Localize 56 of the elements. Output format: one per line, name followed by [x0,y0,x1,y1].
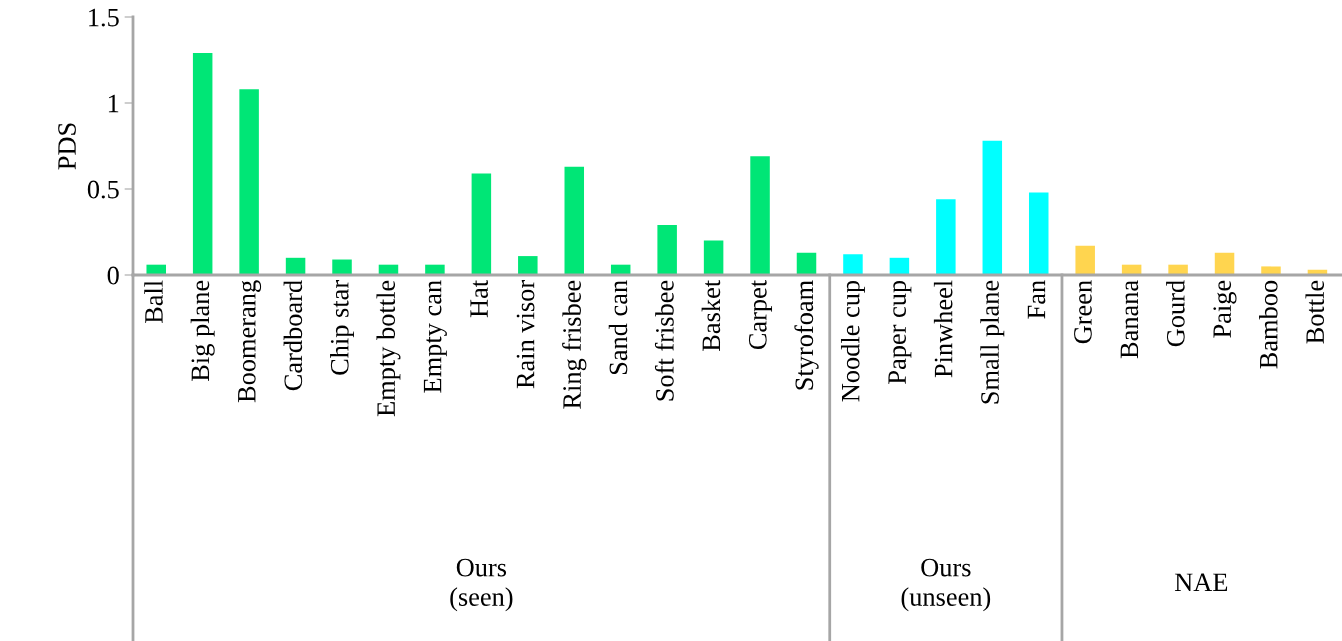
bar [657,225,677,275]
x-tick-label: Cardboard [283,280,303,391]
x-tick-label: Ring frisbee [562,280,587,409]
x-tick-label: Fan [1027,280,1046,319]
x-tick-label: Boomerang [238,280,262,403]
x-tick-label: Rain visor [516,280,535,389]
text: Ours (unseen) [901,558,991,612]
bar [982,140,1003,275]
x-tick-label: Styrofoam [794,280,819,390]
bar [703,240,724,275]
bar [518,256,538,275]
bar [471,173,492,275]
x-tick-label: Hat [470,280,488,318]
bar [1028,192,1049,275]
bar [425,264,445,275]
bar [1075,245,1095,275]
text: Ours (seen) [450,558,513,612]
bar [192,53,213,275]
bar [1168,264,1188,275]
text: NAE [1174,573,1228,591]
x-tick-label: Paige [1213,280,1237,338]
x-tick-label: Carpet [748,280,773,350]
bar [936,199,956,275]
x-tick-label: Chip star [330,280,354,375]
x-tick-label: Banana [1120,280,1139,359]
x-tick-label: Empty bottle [376,280,401,417]
bar [889,257,910,275]
y-tick-label: 1.5 [89,8,119,27]
x-tick-label: Big plane [190,280,215,381]
x-tick-label: Noodle cup [840,280,865,402]
x-tick-label: Soft frisbee [654,280,674,401]
y-tick-label: 1 [108,94,119,113]
bar [750,156,770,275]
x-tick-label: Gourd [1166,280,1185,347]
x-tick-label: Green [1074,280,1092,344]
x-tick-label: Empty can [423,280,447,393]
bar [1214,252,1235,275]
x-tick-label: Small plane [980,280,1005,404]
x-tick-label: Pinwheel [933,280,953,378]
x-tick-label: Bottle [1305,280,1325,344]
x-tick-label: Bamboo [1259,280,1278,369]
y-axis-title: PDS [58,123,76,170]
x-tick-label: Paper cup [888,280,912,384]
y-tick-label: 0.5 [87,180,119,199]
x-tick-label: Basket [701,280,721,351]
bar [843,254,863,275]
bar [564,166,585,275]
bar [1261,266,1281,275]
x-tick-label: Sand can [608,280,628,375]
bar [285,257,306,275]
bar [332,259,352,275]
bar [146,264,166,275]
x-tick-label: Ball [144,280,163,324]
bar [796,252,817,275]
bar [239,89,259,275]
y-tick-label: 0 [107,266,119,285]
